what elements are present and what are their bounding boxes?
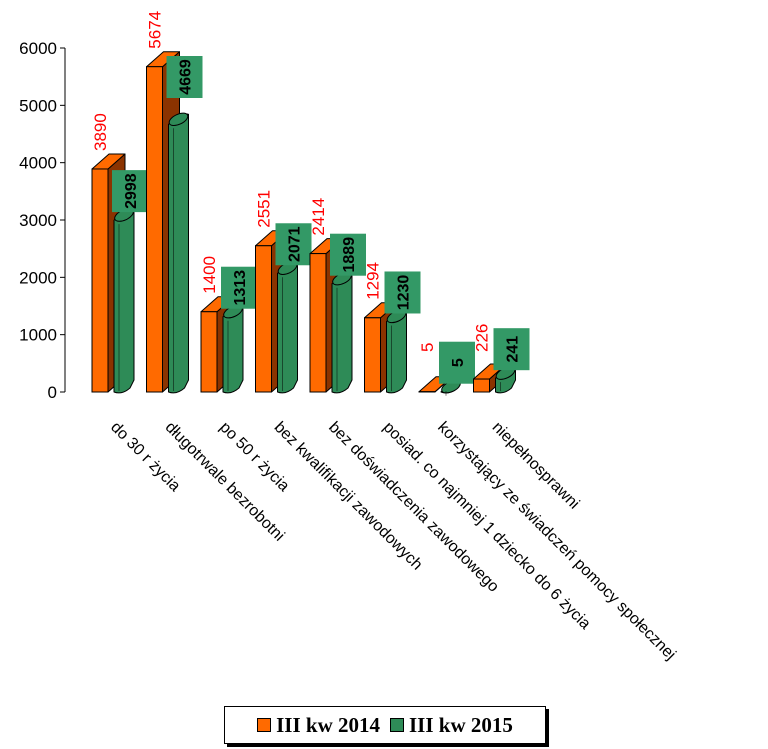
data-label-2015: 241 xyxy=(505,336,522,363)
bar-2015 xyxy=(331,272,353,394)
data-label-2014: 2414 xyxy=(309,198,328,236)
data-label-2015-box xyxy=(112,170,148,213)
x-tick-label: korzystający ze świadczeń pomocy społecz… xyxy=(434,419,679,664)
data-label-2015-box xyxy=(384,271,421,314)
legend: III kw 2014 III kw 2015 xyxy=(224,706,546,744)
bar-2014 xyxy=(364,317,381,393)
bar-2014 xyxy=(473,378,490,393)
data-label-2014: 1294 xyxy=(364,262,383,300)
legend-item-2015: III kw 2015 xyxy=(390,713,513,738)
y-tick-label: 6000 xyxy=(19,39,57,58)
data-label-2014: 5 xyxy=(418,343,437,352)
x-tick-label: posiad. co najmniej 1 dziecko do 6 życia xyxy=(380,419,594,633)
data-label-2014: 2551 xyxy=(255,190,274,228)
bar-2014 xyxy=(309,253,327,393)
data-label-2015-box xyxy=(493,328,530,371)
bar-2015 xyxy=(386,310,407,394)
legend-swatch-2015 xyxy=(390,718,404,732)
y-tick-label: 2000 xyxy=(19,268,57,287)
data-label-2015-box xyxy=(439,341,475,384)
bar-2014 xyxy=(91,168,109,393)
legend-label-2014: III kw 2014 xyxy=(276,712,380,737)
bar-2015 xyxy=(222,305,244,394)
y-tick-label: 4000 xyxy=(19,154,57,173)
y-tick-label: 5000 xyxy=(19,96,57,115)
bar-2015 xyxy=(113,209,135,394)
data-label-2015-box xyxy=(330,233,366,276)
bar-2014 xyxy=(255,245,272,393)
data-label-2014: 3890 xyxy=(91,113,110,151)
data-label-2015-box xyxy=(275,223,312,266)
data-label-2015: 2998 xyxy=(123,173,140,209)
bar-2015 xyxy=(277,262,298,394)
bar-2015 xyxy=(168,113,189,394)
legend-label-2015: III kw 2015 xyxy=(409,712,513,737)
data-label-2014: 226 xyxy=(473,324,492,352)
data-label-2015-box xyxy=(221,266,257,309)
bar-2015-top xyxy=(168,112,189,127)
data-label-2015-box xyxy=(166,56,203,98)
bar-2014 xyxy=(146,66,163,393)
data-label-2015: 1313 xyxy=(232,270,249,306)
y-tick-label: 0 xyxy=(48,383,57,402)
data-label-2014: 1400 xyxy=(200,256,219,294)
y-tick-label: 1000 xyxy=(19,326,57,345)
data-label-2014: 5674 xyxy=(146,11,165,49)
data-label-2015: 2071 xyxy=(287,226,304,262)
data-label-2015: 5 xyxy=(450,358,467,367)
data-label-2015: 1889 xyxy=(341,237,358,273)
legend-item-2014: III kw 2014 xyxy=(257,713,380,738)
data-label-2015: 1230 xyxy=(396,275,413,311)
data-label-2015: 4669 xyxy=(178,59,195,95)
legend-swatch-2014 xyxy=(257,718,272,732)
bar-2014 xyxy=(200,311,218,393)
y-tick-label: 3000 xyxy=(19,211,57,230)
